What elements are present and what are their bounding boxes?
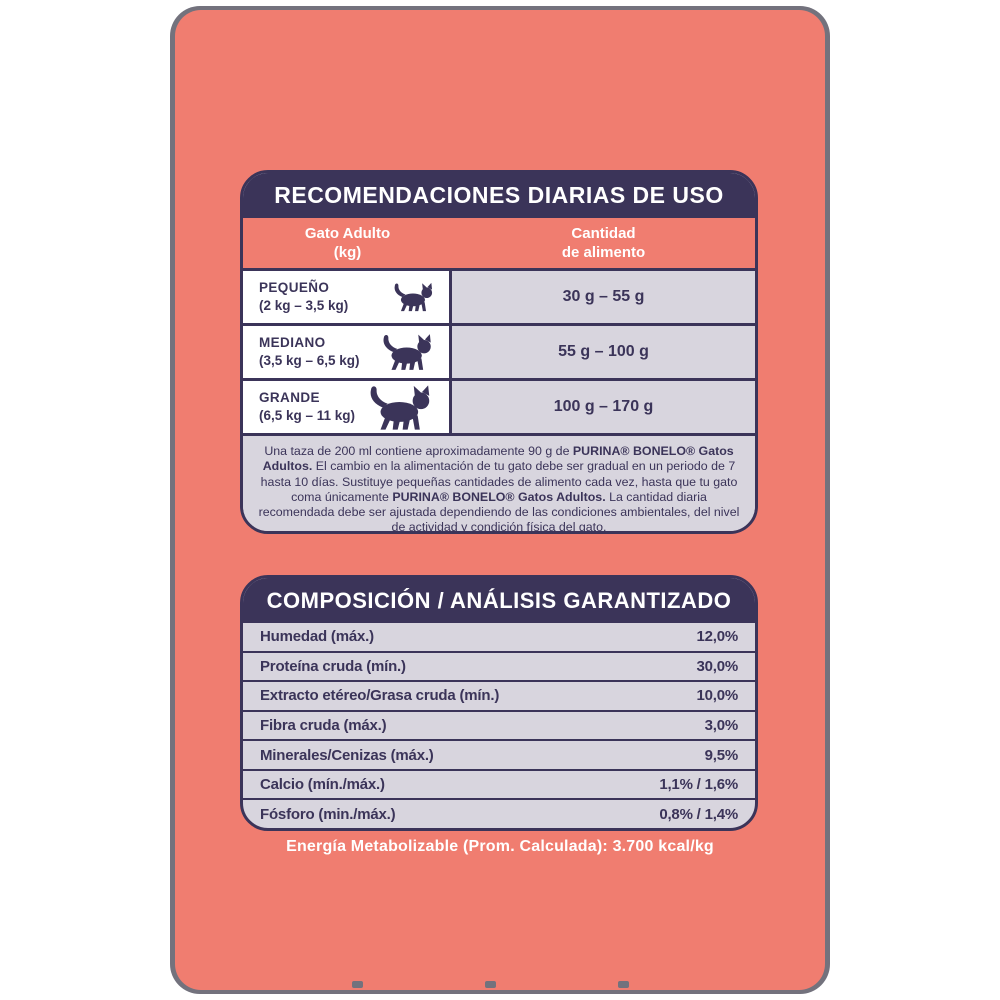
feeding-instructions-note: Una taza de 200 ml contiene aproximadame… (243, 433, 755, 534)
food-amount-cell: 30 g – 55 g (562, 288, 645, 305)
nutrient-label: Calcio (mín./máx.) (260, 776, 385, 794)
usage-column-headers: Gato Adulto (kg) Cantidad de alimento (243, 218, 755, 268)
brand-name-text: PURINA® BONELO® Gatos Adultos. (262, 444, 734, 474)
column-header-line: de alimento (561, 244, 646, 261)
food-amount-cell: 100 g – 170 g (553, 398, 654, 415)
usage-table-row-medium: MEDIANO (3,5 kg – 6,5 kg) 55 g – 100 g (243, 323, 755, 378)
cat-size-text: PEQUEÑO (2 kg – 3,5 kg) (259, 279, 348, 314)
nutrient-value: 12,0% (696, 628, 738, 646)
nutrient-value: 9,5% (704, 746, 739, 764)
metabolizable-energy-note: Energía Metabolizable (Prom. Calculada):… (286, 838, 714, 855)
package-bottom-notch (485, 981, 496, 988)
cat-size-cell: GRANDE (6,5 kg – 11 kg) (243, 381, 452, 433)
analysis-panel-header: COMPOSICIÓN / ANÁLISIS GARANTIZADO (243, 578, 755, 623)
cat-size-cell: PEQUEÑO (2 kg – 3,5 kg) (243, 271, 452, 323)
column-header-cat-weight: Gato Adulto (kg) (243, 218, 452, 268)
nutrient-label: Humedad (máx.) (260, 628, 374, 646)
analysis-table-row: Calcio (mín./máx.) 1,1% / 1,6% (243, 768, 755, 799)
package-bottom-notch (618, 981, 629, 988)
note-text: La cantidad diaria recomendada debe ser … (258, 489, 740, 534)
note-text: Una taza de 200 ml contiene aproximadame… (264, 444, 573, 458)
nutrient-value: 0,8% / 1,4% (659, 805, 738, 823)
cat-size-name: MEDIANO (259, 335, 326, 351)
usage-table-row-large: GRANDE (6,5 kg – 11 kg) 100 g – 170 g (243, 378, 755, 433)
nutrient-value: 3,0% (704, 717, 739, 735)
cat-size-name: PEQUEÑO (259, 280, 330, 296)
analysis-table-row: Extracto etéreo/Grasa cruda (mín.) 10,0% (243, 680, 755, 710)
column-header-line: Gato Adulto (304, 224, 391, 242)
nutrient-label: Minerales/Cenizas (máx.) (260, 746, 434, 764)
nutrient-value: 1,1% / 1,6% (659, 776, 738, 794)
analysis-table-row: Minerales/Cenizas (máx.) 9,5% (243, 739, 755, 769)
nutrient-value: 30,0% (696, 657, 738, 675)
brand-name-text: PURINA® BONELO® Gatos Adultos. (392, 489, 606, 504)
cat-size-cell: MEDIANO (3,5 kg – 6,5 kg) (243, 326, 452, 378)
cat-size-name: GRANDE (259, 390, 320, 406)
cat-size-weight: (2 kg – 3,5 kg) (259, 298, 349, 313)
analysis-table-row: Fibra cruda (máx.) 3,0% (243, 709, 755, 740)
analysis-table-row: Humedad (máx.) 12,0% (243, 623, 755, 651)
cat-size-weight: (3,5 kg – 6,5 kg) (259, 353, 360, 368)
nutrient-label: Proteína cruda (mín.) (260, 657, 406, 675)
package-bottom-notch (352, 981, 363, 988)
cat-size-weight: (6,5 kg – 11 kg) (259, 408, 356, 423)
cat-medium-icon (379, 333, 437, 371)
daily-usage-panel: RECOMENDACIONES DIARIAS DE USO Gato Adul… (240, 170, 758, 534)
guaranteed-analysis-panel: COMPOSICIÓN / ANÁLISIS GARANTIZADO Humed… (240, 575, 758, 831)
column-header-line: Cantidad (571, 224, 636, 242)
usage-panel-header: RECOMENDACIONES DIARIAS DE USO (243, 173, 755, 218)
cat-small-icon (391, 282, 437, 312)
cat-size-text: GRANDE (6,5 kg – 11 kg) (259, 389, 355, 424)
usage-panel-title: RECOMENDACIONES DIARIAS DE USO (274, 182, 724, 208)
column-header-line: (kg) (333, 244, 362, 261)
cat-size-text: MEDIANO (3,5 kg – 6,5 kg) (259, 334, 360, 369)
analysis-table-row: Fósforo (min./máx.) 0,8% / 1,4% (243, 798, 755, 828)
cat-large-icon (365, 384, 437, 431)
nutrient-value: 10,0% (696, 687, 738, 705)
food-amount-cell: 55 g – 100 g (558, 343, 649, 360)
column-header-food-amount: Cantidad de alimento (452, 218, 755, 268)
usage-table-row-small: PEQUEÑO (2 kg – 3,5 kg) 30 g – 55 g (243, 268, 755, 323)
nutrient-label: Fibra cruda (máx.) (260, 717, 387, 735)
nutrient-label: Fósforo (min./máx.) (260, 805, 396, 823)
analysis-table-row: Proteína cruda (mín.) 30,0% (243, 650, 755, 681)
nutrient-label: Extracto etéreo/Grasa cruda (mín.) (260, 687, 500, 705)
analysis-panel-title: COMPOSICIÓN / ANÁLISIS GARANTIZADO (266, 587, 732, 613)
note-text: El cambio en la alimentación de tu gato … (260, 459, 738, 504)
analysis-table: Humedad (máx.) 12,0% Proteína cruda (mín… (243, 623, 755, 828)
